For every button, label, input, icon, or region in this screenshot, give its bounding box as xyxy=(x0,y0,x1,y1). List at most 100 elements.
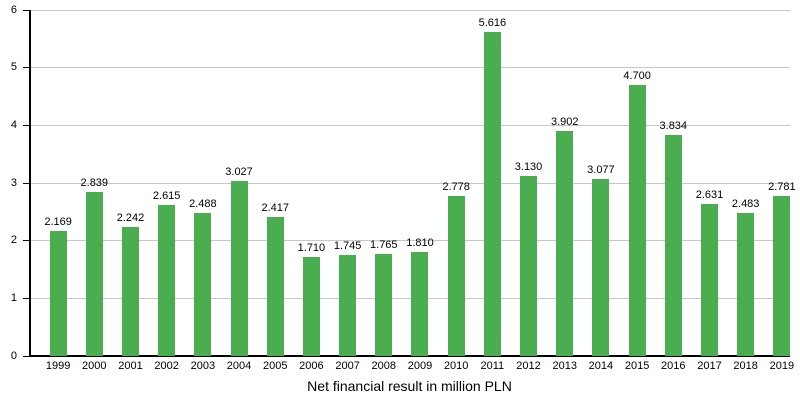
x-tick-label: 2005 xyxy=(262,360,288,372)
bar-value-label: 3.902 xyxy=(550,116,579,128)
x-tick-label: 2018 xyxy=(733,360,758,372)
bar-value-label: 1.745 xyxy=(333,240,362,253)
x-tick-label: 2016 xyxy=(661,360,686,372)
bar-1999 xyxy=(49,230,67,356)
y-tick xyxy=(23,182,29,184)
bar-value-label: 2.483 xyxy=(731,197,760,210)
bar-2007 xyxy=(339,255,357,356)
bar-value-label: 1.710 xyxy=(297,242,326,255)
x-tick-label: 2011 xyxy=(480,360,505,372)
x-tick-label: 2014 xyxy=(588,360,614,372)
bar-2019 xyxy=(773,195,791,356)
bar-slot: 3.834 xyxy=(655,10,691,356)
bar-value-label: 2.169 xyxy=(44,215,72,228)
x-axis-line xyxy=(29,355,790,357)
bar-value-label: 2.631 xyxy=(695,189,724,202)
y-tick-label: 4 xyxy=(10,118,17,131)
bar-value-label: 2.778 xyxy=(442,180,470,193)
gridline xyxy=(30,67,790,69)
bar-value-label: 3.834 xyxy=(659,119,688,132)
y-tick xyxy=(23,124,29,126)
y-tick-label: 1 xyxy=(10,291,17,304)
y-tick-label: 5 xyxy=(10,61,17,74)
bar-slot: 2.488 xyxy=(185,10,221,356)
bar-slot: 1.745 xyxy=(330,10,366,356)
bar-slot: 2.631 xyxy=(691,10,727,356)
bar-value-label: 3.077 xyxy=(587,163,615,176)
x-tick-label: 2002 xyxy=(154,360,179,372)
bar-value-label: 2.417 xyxy=(261,201,289,214)
x-tick-label: 2012 xyxy=(516,360,541,372)
x-axis-title: Net financial result in million PLN xyxy=(307,378,512,394)
bar-value-label: 2.488 xyxy=(189,197,217,210)
x-tick-label: 2000 xyxy=(82,360,107,372)
gridline xyxy=(30,297,790,299)
x-tick-label: 2006 xyxy=(299,360,324,372)
x-tick-label: 2009 xyxy=(407,360,433,372)
y-tick xyxy=(23,240,29,242)
bar-slot: 1.810 xyxy=(402,10,438,356)
x-tick-label: 2008 xyxy=(371,360,397,372)
bar-2013 xyxy=(556,131,574,356)
x-tick-label: 2001 xyxy=(118,360,143,372)
x-tick-label: 2015 xyxy=(624,360,650,372)
bar-value-label: 2.615 xyxy=(152,190,181,203)
bar-value-label: 1.810 xyxy=(406,236,434,249)
bar-slot: 2.778 xyxy=(438,10,474,356)
bar-2002 xyxy=(158,205,176,356)
y-tick xyxy=(23,9,29,11)
bar-slot: 3.077 xyxy=(583,10,619,356)
x-tick-label: 2013 xyxy=(552,360,577,372)
bar-2006 xyxy=(302,257,320,356)
bar-slot: 3.902 xyxy=(547,10,583,356)
bar-slot: 1.765 xyxy=(366,10,402,356)
y-tick xyxy=(23,67,29,69)
x-tick-label: 2010 xyxy=(443,360,469,372)
x-tick-label: 1999 xyxy=(45,360,71,372)
bars-container: 2.169 2.839 2.242 2.615 2.488 3.027 2.417 1.710… xyxy=(40,10,800,356)
bar-slot: 1.710 xyxy=(293,10,329,356)
bar-value-label: 5.616 xyxy=(478,17,507,30)
x-tick-label: 2003 xyxy=(190,360,216,372)
bar-slot: 2.242 xyxy=(112,10,148,356)
bar-slot: 2.781 xyxy=(764,10,800,356)
y-tick-label: 2 xyxy=(10,234,17,247)
bar-slot: 5.616 xyxy=(474,10,510,356)
bar-2000 xyxy=(85,192,103,356)
bar-2010 xyxy=(447,195,465,356)
x-tick-label: 2004 xyxy=(226,360,252,372)
gridline xyxy=(30,240,790,242)
bar-2004 xyxy=(230,181,248,356)
bar-value-label: 2.781 xyxy=(768,180,796,193)
y-tick-label: 3 xyxy=(10,176,17,189)
bar-value-label: 1.765 xyxy=(370,239,398,252)
y-tick-label: 0 xyxy=(10,349,17,362)
bar-value-label: 3.130 xyxy=(514,160,543,173)
bar-value-label: 2.839 xyxy=(80,177,109,190)
bar-value-label: 4.700 xyxy=(623,69,651,82)
bar-2008 xyxy=(375,254,393,356)
y-tick xyxy=(23,355,29,357)
bar-slot: 2.839 xyxy=(76,10,112,356)
x-axis-tick-labels: 1999 2000 2001 2002 2003 2004 2005 2006 2007 2008… xyxy=(40,360,800,374)
bar-2009 xyxy=(411,251,429,356)
bar-slot: 4.700 xyxy=(619,10,655,356)
x-tick-label: 2017 xyxy=(697,360,722,372)
x-tick-label: 2007 xyxy=(335,360,360,372)
gridline xyxy=(30,182,790,184)
x-tick-label: 2019 xyxy=(769,360,795,372)
bar-slot: 3.130 xyxy=(510,10,546,356)
bar-2015 xyxy=(628,84,646,356)
y-tick-label: 6 xyxy=(10,3,17,16)
bar-2011 xyxy=(483,32,501,356)
bar-2003 xyxy=(194,212,212,356)
bar-2005 xyxy=(266,216,284,356)
bar-2012 xyxy=(520,175,538,356)
bar-slot: 2.483 xyxy=(728,10,764,356)
bar-slot: 2.169 xyxy=(40,10,76,356)
bar-value-label: 3.027 xyxy=(225,166,253,179)
bar-slot: 2.615 xyxy=(149,10,185,356)
